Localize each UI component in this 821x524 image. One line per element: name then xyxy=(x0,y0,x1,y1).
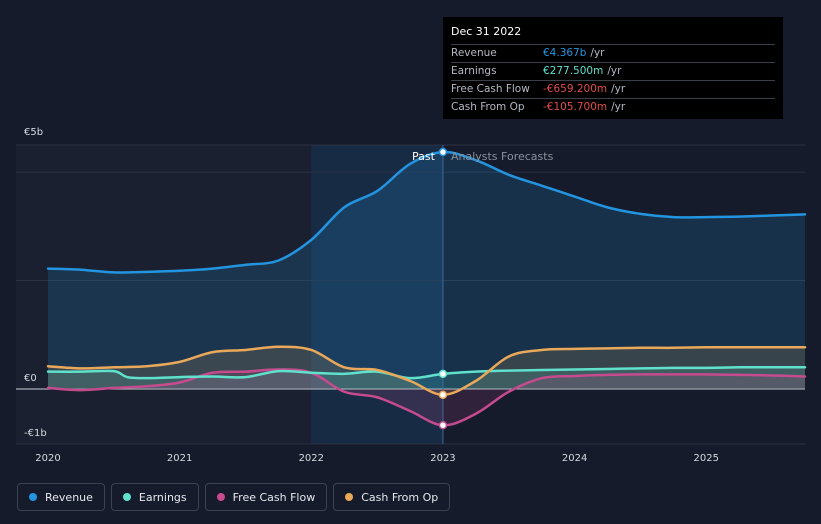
revenue-marker xyxy=(438,147,448,157)
earnings-area xyxy=(48,367,805,389)
cash-from-op-line xyxy=(46,345,807,397)
revenue-area xyxy=(48,151,805,389)
tooltip-unit: /yr xyxy=(611,101,626,113)
legend-item-earnings[interactable]: Earnings xyxy=(110,483,199,511)
tooltip-row-free-cash-flow: Free Cash Flow -€659.200m /yr xyxy=(451,80,775,98)
tooltip-row-cash-from-op: Cash From Op -€105.700m /yr xyxy=(451,98,775,116)
legend-label: Earnings xyxy=(138,490,187,504)
legend-item-free-cash-flow[interactable]: Free Cash Flow xyxy=(204,483,328,511)
series-lines xyxy=(46,150,807,427)
legend-label: Revenue xyxy=(45,490,93,504)
tooltip-date: Dec 31 2022 xyxy=(451,25,522,38)
x-tick-label: 2020 xyxy=(35,453,60,464)
tooltip-label: Free Cash Flow xyxy=(451,83,530,95)
tooltip-label: Earnings xyxy=(451,65,497,77)
tooltip-row-revenue: Revenue €4.367b /yr xyxy=(451,44,775,62)
cash-from-op-area xyxy=(48,346,805,395)
tooltip-value: €4.367b xyxy=(543,47,587,59)
cash-from-op-marker xyxy=(438,390,448,400)
tooltip-value: €277.500m xyxy=(543,65,604,77)
tooltip-unit: /yr xyxy=(611,83,626,95)
revenue-line xyxy=(46,150,807,274)
legend: Revenue Earnings Free Cash Flow Cash Fro… xyxy=(17,483,451,511)
x-axis: 2020 2021 2022 2023 2024 2025 xyxy=(35,453,719,464)
highlight-shade xyxy=(311,145,443,444)
tooltip: Dec 31 2022 Revenue €4.367b /yr Earnings… xyxy=(443,17,783,119)
y-tick-label: €5b xyxy=(24,127,43,138)
x-tick-label: 2025 xyxy=(694,453,719,464)
x-tick-label: 2024 xyxy=(562,453,587,464)
free-cash-flow-area xyxy=(48,369,805,426)
x-tick-label: 2023 xyxy=(430,453,455,464)
legend-dot-icon xyxy=(29,493,37,501)
legend-label: Free Cash Flow xyxy=(232,490,316,504)
legend-label: Cash From Op xyxy=(361,490,439,504)
y-axis: €5b €0 -€1b xyxy=(24,127,47,439)
past-label: Past xyxy=(412,150,436,163)
earnings-line xyxy=(46,366,807,380)
tooltip-value: -€659.200m xyxy=(543,83,608,95)
free-cash-flow-line xyxy=(46,368,807,427)
y-tick-label: €0 xyxy=(24,373,37,384)
series-areas xyxy=(48,151,805,426)
legend-item-cash-from-op[interactable]: Cash From Op xyxy=(333,483,451,511)
legend-dot-icon xyxy=(216,493,225,501)
tooltip-unit: /yr xyxy=(607,65,622,77)
tooltip-label: Cash From Op xyxy=(451,101,525,113)
y-tick-label: -€1b xyxy=(24,428,47,439)
x-tick-label: 2022 xyxy=(299,453,324,464)
legend-item-revenue[interactable]: Revenue xyxy=(17,483,105,511)
forecast-label: Analysts Forecasts xyxy=(451,150,554,163)
series-markers xyxy=(438,147,448,430)
legend-dot-icon xyxy=(122,493,131,501)
x-tick-label: 2021 xyxy=(167,453,192,464)
gridlines xyxy=(16,144,805,445)
tooltip-label: Revenue xyxy=(451,47,497,59)
tooltip-value: -€105.700m xyxy=(543,101,608,113)
legend-dot-icon xyxy=(345,493,354,501)
tooltip-row-earnings: Earnings €277.500m /yr xyxy=(451,62,775,80)
free-cash-flow-marker xyxy=(438,420,448,430)
tooltip-unit: /yr xyxy=(590,47,605,59)
earnings-marker xyxy=(438,369,448,379)
